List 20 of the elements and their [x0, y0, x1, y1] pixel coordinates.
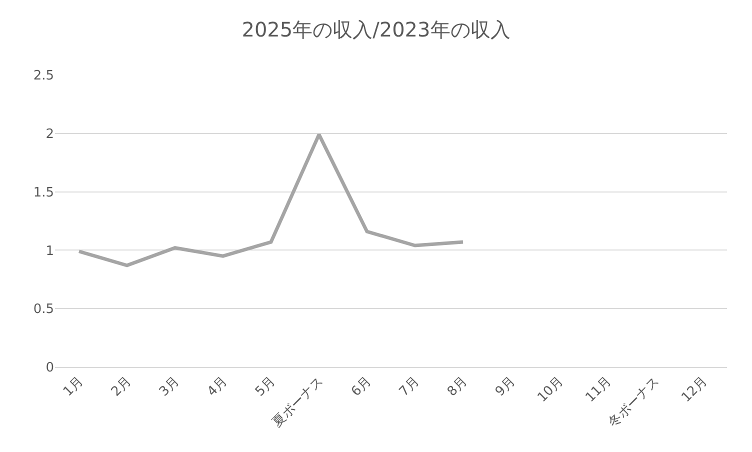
x-tick-label: 8月 — [444, 374, 470, 400]
x-tick-label: 2月 — [108, 374, 134, 400]
x-tick-label: 6月 — [348, 374, 374, 400]
x-tick-label: 4月 — [204, 374, 230, 400]
y-tick-label: 1 — [46, 244, 54, 259]
x-tick-label: 12月 — [678, 374, 710, 406]
x-tick-label: 7月 — [396, 374, 422, 400]
y-tick-label: 2 — [46, 126, 54, 142]
y-tick-label: 2.5 — [33, 68, 54, 84]
y-tick-label: 0 — [46, 360, 54, 376]
y-tick-label: 0.5 — [33, 302, 54, 318]
x-tick-label: 10月 — [534, 374, 566, 406]
x-tick-label: 1月 — [60, 374, 86, 400]
line-series — [77, 132, 465, 268]
chart-title: 2025年の収入/2023年の収入 — [242, 18, 510, 42]
y-tick-label: 1.5 — [33, 185, 54, 200]
x-tick-label: 9月 — [492, 374, 518, 400]
x-tick-label: 5月 — [252, 374, 278, 400]
x-tick-label: 3月 — [156, 374, 182, 400]
x-tick-label: 11月 — [582, 374, 614, 406]
